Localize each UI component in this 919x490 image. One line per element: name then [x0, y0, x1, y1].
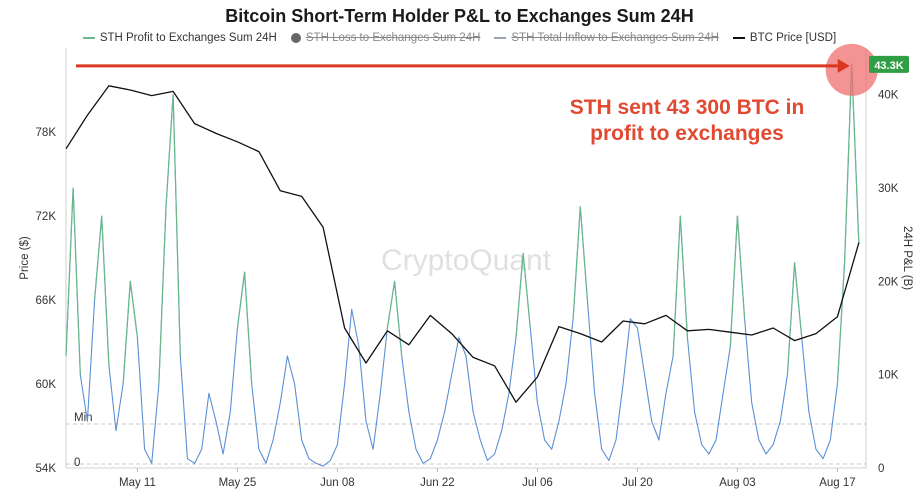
x-tick-label: Jun 08: [320, 477, 355, 489]
sth-profit-high-segment: [236, 271, 246, 329]
x-tick-label: Aug 03: [719, 477, 755, 489]
legend-label-sth-profit: STH Profit to Exchanges Sum 24H: [99, 32, 277, 44]
sth-profit-high-segment: [793, 262, 803, 338]
legend-label-btc-price: BTC Price [USD]: [749, 32, 837, 44]
left-tick-label: 60K: [36, 379, 57, 391]
btc-price-line: [65, 85, 860, 403]
sth-profit-high-segment: [93, 215, 103, 301]
sth-profit-high-segment: [736, 215, 746, 319]
peak-value-badge: [869, 55, 909, 73]
legend-swatch-sth-total-inflow: [494, 37, 507, 39]
sth-profit-high-segment: [158, 206, 167, 385]
zero-label: 0: [74, 457, 80, 469]
sth-profit-high-segment: [729, 215, 739, 347]
legend-item-sth-loss[interactable]: STH Loss to Exchanges Sum 24H: [290, 32, 481, 44]
legend-item-sth-profit[interactable]: STH Profit to Exchanges Sum 24H: [82, 32, 277, 44]
left-tick-label: 72K: [36, 211, 57, 223]
sth-profit-high-segment: [386, 281, 396, 329]
legend-label-sth-loss: STH Loss to Exchanges Sum 24H: [305, 32, 481, 44]
peak-value-label: 43.3K: [874, 60, 903, 72]
peak-highlight-circle: [825, 43, 878, 96]
right-tick-label: 0: [878, 463, 884, 475]
sth-profit-high-segment: [393, 281, 403, 357]
sth-profit-high-segment: [101, 215, 110, 366]
sth-profit-high-segment: [243, 271, 253, 385]
right-tick-label: 10K: [878, 370, 899, 382]
right-tick-label: 40K: [878, 90, 899, 102]
sth-profit-high-segment: [129, 281, 139, 338]
right-tick-label: 20K: [878, 276, 899, 288]
y-axis-right-label: 24H P&L (B): [901, 226, 913, 290]
sth-profit-high-segment: [515, 253, 524, 338]
sth-profit-high-segment: [836, 262, 846, 385]
x-tick-label: Aug 17: [819, 477, 855, 489]
sth-profit-high-segment: [65, 187, 74, 357]
left-tick-label: 54K: [36, 463, 57, 475]
x-tick-label: May 11: [119, 477, 156, 489]
legend-swatch-btc-price: [732, 37, 745, 39]
x-tick-label: Jul 06: [522, 477, 553, 489]
x-tick-label: Jun 22: [420, 477, 455, 489]
sth-profit-line: [65, 63, 860, 467]
sth-profit-high-segment: [522, 253, 531, 329]
chart-legend: STH Profit to Exchanges Sum 24H STH Loss…: [0, 32, 919, 44]
sth-profit-high-segment: [72, 187, 81, 375]
legend-item-sth-total-inflow[interactable]: STH Total Inflow to Exchanges Sum 24H: [494, 32, 719, 44]
chart-annotation: STH sent 43 300 BTC in profit to exchang…: [569, 96, 805, 146]
sth-profit-high-segment: [786, 262, 796, 375]
left-tick-label: 78K: [36, 127, 57, 139]
sth-profit-high-segment: [843, 63, 853, 263]
right-tick-label: 30K: [878, 183, 899, 195]
legend-swatch-sth-loss: [290, 33, 301, 43]
min-label: Min: [74, 412, 93, 424]
peak-arrow-head: [837, 58, 850, 73]
sth-profit-high-segment: [122, 281, 131, 385]
chart-title: Bitcoin Short-Term Holder P&L to Exchang…: [225, 6, 694, 26]
sth-profit-high-segment: [165, 94, 174, 207]
sth-profit-high-segment: [579, 206, 589, 301]
legend-label-sth-total-inflow: STH Total Inflow to Exchanges Sum 24H: [511, 32, 719, 44]
watermark: CryptoQuant: [381, 244, 552, 277]
x-tick-label: Jul 20: [622, 477, 653, 489]
legend-item-btc-price[interactable]: BTC Price [USD]: [732, 32, 837, 44]
sth-profit-high-segment: [679, 215, 689, 338]
sth-profit-high-segment: [572, 206, 581, 319]
x-tick-label: May 25: [219, 477, 257, 489]
sth-profit-high-segment: [172, 94, 181, 357]
sth-profit-high-segment: [672, 215, 681, 357]
left-tick-label: 66K: [36, 295, 57, 307]
legend-swatch-sth-profit: [82, 37, 95, 39]
y-axis-left-label: Price ($): [19, 236, 31, 280]
